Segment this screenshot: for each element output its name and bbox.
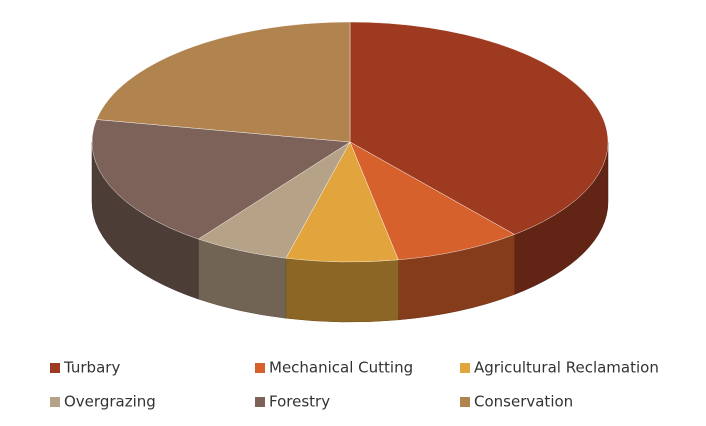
legend-label: Conservation bbox=[474, 393, 573, 411]
legend-label: Turbary bbox=[63, 359, 120, 377]
legend-swatch bbox=[50, 397, 60, 407]
pie-slice bbox=[349, 141, 515, 261]
legend-swatch bbox=[255, 363, 265, 373]
legend-label: Overgrazing bbox=[64, 393, 156, 411]
pie-slice bbox=[285, 141, 399, 263]
legend-swatch bbox=[50, 363, 60, 373]
legend-label: Agricultural Reclamation bbox=[474, 359, 659, 377]
legend-swatch bbox=[255, 397, 265, 407]
pie-slice bbox=[91, 119, 351, 240]
pie-slice bbox=[96, 21, 351, 143]
legend-swatch bbox=[460, 363, 470, 373]
pie-slice-side bbox=[285, 257, 399, 323]
legend-label: Mechanical Cutting bbox=[269, 359, 413, 377]
legend-label: Forestry bbox=[269, 393, 330, 411]
pie-slice bbox=[349, 21, 609, 235]
legend-swatch bbox=[460, 397, 470, 407]
